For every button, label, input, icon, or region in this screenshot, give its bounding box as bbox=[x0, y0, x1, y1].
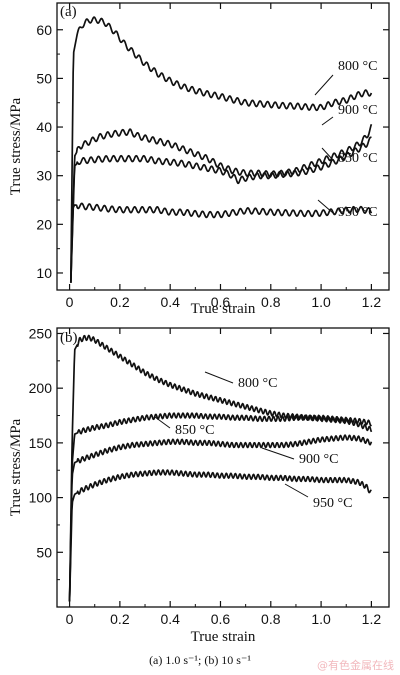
panel-label: (b) bbox=[60, 330, 78, 346]
x-tick-label: 1.0 bbox=[311, 294, 331, 310]
series-line-850c bbox=[68, 412, 372, 602]
y-axis-title: True stress/MPa bbox=[8, 418, 24, 516]
panel-b: 0 0.2 0.4 0.6 0.8 1.0 1.2 50 100 150 200 250 True st… bbox=[8, 325, 390, 645]
plot-frame bbox=[56, 327, 390, 608]
series-label: 950 °C bbox=[313, 496, 352, 511]
x-tick-label: 0.4 bbox=[160, 611, 180, 627]
y-tick-label: 40 bbox=[36, 119, 52, 135]
x-tick-label: 0.8 bbox=[261, 294, 281, 310]
series-line-900c bbox=[69, 123, 373, 283]
series-label: 900 °C bbox=[299, 452, 338, 467]
y-tick-label: 10 bbox=[36, 265, 52, 281]
annotation-leader bbox=[321, 147, 334, 161]
annotation-leader bbox=[321, 116, 334, 126]
y-axis-title: True stress/MPa bbox=[8, 97, 24, 195]
series-line-850c bbox=[69, 136, 372, 283]
figure-caption: (a) 1.0 s⁻¹; (b) 10 s⁻¹ bbox=[149, 653, 251, 667]
x-tick-label: 0 bbox=[66, 611, 74, 627]
x-tick-label: 0.6 bbox=[211, 611, 231, 627]
annotation-leader bbox=[204, 371, 234, 384]
y-tick-label: 30 bbox=[36, 168, 52, 184]
series-line-900c bbox=[68, 434, 373, 602]
series-line-800c bbox=[68, 334, 373, 602]
x-tick-label: 0.6 bbox=[211, 294, 231, 310]
annotation-leader bbox=[314, 74, 334, 96]
annotation-leader bbox=[317, 199, 334, 214]
y-tick-label: 20 bbox=[36, 216, 52, 232]
x-tick-label: 0.8 bbox=[261, 611, 281, 627]
y-tick-label: 100 bbox=[29, 490, 53, 506]
series-label: 800 °C bbox=[338, 59, 377, 74]
x-axis-title: True strain bbox=[191, 629, 256, 645]
x-tick-label: 0 bbox=[66, 294, 74, 310]
y-tick-label: 50 bbox=[36, 544, 52, 560]
panel-label: (a) bbox=[60, 4, 77, 20]
x-tick-label: 1.0 bbox=[311, 611, 331, 627]
series-label: 950 °C bbox=[338, 205, 377, 220]
y-tick-label: 50 bbox=[36, 70, 52, 86]
x-tick-label: 0.2 bbox=[110, 294, 130, 310]
x-tick-label: 0.2 bbox=[110, 611, 130, 627]
x-tick-label: 0.4 bbox=[160, 294, 180, 310]
series-label: 850 °C bbox=[338, 151, 377, 166]
panel-a: 0 0.2 0.4 0.6 0.8 1.0 1.2 10 20 30 40 50 60 True stra… bbox=[8, 2, 390, 317]
y-tick-label: 60 bbox=[36, 22, 52, 38]
annotation-leader bbox=[154, 416, 171, 429]
y-tick-label: 200 bbox=[29, 380, 53, 396]
y-tick-label: 250 bbox=[29, 325, 53, 341]
watermark: @有色金属在线 bbox=[317, 659, 394, 672]
x-tick-label: 1.2 bbox=[362, 294, 382, 310]
series-label: 850 °C bbox=[175, 423, 214, 438]
series-label: 800 °C bbox=[238, 376, 277, 391]
series-label: 900 °C bbox=[338, 103, 377, 118]
series-line-950c bbox=[68, 469, 372, 602]
y-tick-label: 150 bbox=[29, 435, 53, 451]
series-line-950c bbox=[69, 202, 373, 283]
annotation-leader bbox=[284, 483, 309, 498]
series-line-800c bbox=[69, 16, 373, 283]
x-tick-label: 1.2 bbox=[362, 611, 382, 627]
annotation-leader bbox=[261, 447, 295, 460]
x-axis-title: True strain bbox=[191, 301, 256, 317]
plot-frame bbox=[56, 2, 390, 291]
